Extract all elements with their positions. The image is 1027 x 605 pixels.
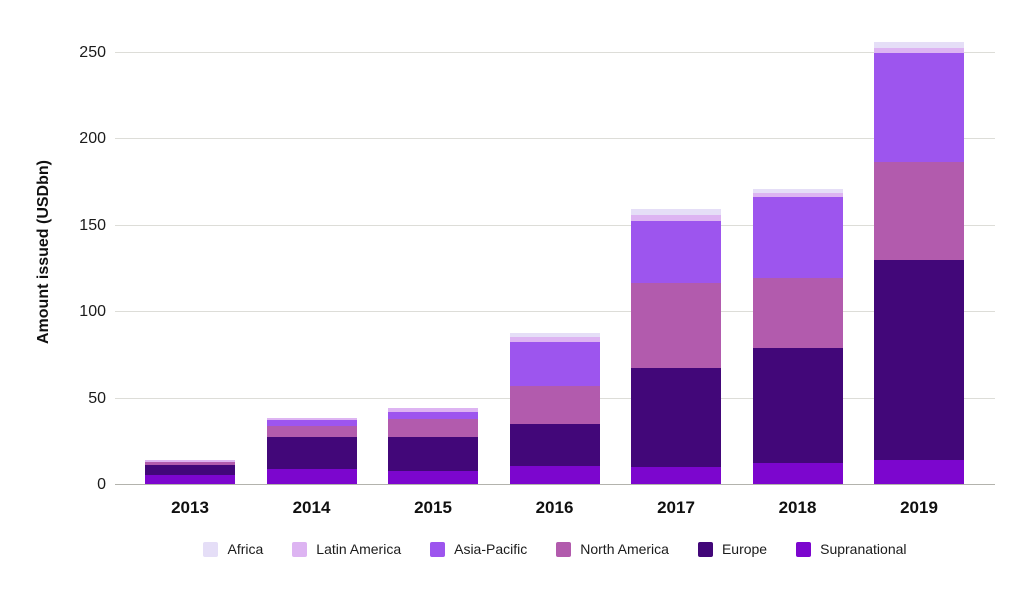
- bar-segment-europe: [509, 424, 600, 466]
- gridline: [115, 138, 995, 140]
- legend-label: North America: [580, 541, 669, 557]
- bar-segment-north-america: [509, 386, 600, 425]
- legend-item-africa: Africa: [203, 541, 263, 557]
- legend-item-europe: Europe: [697, 541, 768, 557]
- gridline: [115, 52, 995, 53]
- bar-segment-europe: [752, 347, 843, 464]
- bar-segment-asia-pacific: [752, 197, 843, 278]
- gridline: [115, 224, 995, 226]
- bar-2013: [145, 459, 235, 484]
- bar-segment-north-america: [874, 161, 964, 261]
- bar-segment-asia-pacific: [631, 221, 721, 283]
- bar-segment-africa: [509, 332, 600, 338]
- bar-segment-latin-america: [874, 47, 964, 53]
- bar-segment-supranational: [874, 459, 964, 484]
- bar-segment-latin-america: [388, 408, 478, 413]
- legend-swatch-africa: [203, 541, 219, 557]
- bar-segment-europe: [874, 260, 964, 460]
- bar-segment-europe: [145, 465, 235, 475]
- y-tick-label: 0: [97, 476, 106, 493]
- bar-segment-north-america: [266, 426, 357, 438]
- legend: Africa Latin America Asia-Pacific North Ame…: [115, 541, 995, 557]
- x-tick-label-2017: 2017: [657, 498, 695, 517]
- legend-swatch-latin-america: [292, 541, 308, 557]
- x-tick-label-2019: 2019: [900, 498, 938, 517]
- x-axis-line: [115, 484, 995, 485]
- legend-swatch-europe: [697, 541, 713, 557]
- gridline: [115, 311, 995, 313]
- plot-area: [115, 35, 995, 485]
- y-tick-label: 250: [79, 44, 106, 61]
- bar-segment-north-america: [631, 282, 721, 369]
- legend-label: Supranational: [820, 541, 907, 557]
- legend-swatch-supranational: [796, 541, 812, 557]
- legend-swatch-north-america: [556, 541, 572, 557]
- bar-segment-supranational: [145, 474, 235, 484]
- bar-2017: [631, 209, 721, 484]
- legend-label: Asia-Pacific: [454, 541, 528, 557]
- bar-segment-supranational: [388, 471, 478, 484]
- y-tick-label: 50: [88, 389, 106, 407]
- bar-segment-asia-pacific: [509, 342, 600, 387]
- bar-segment-africa: [874, 41, 964, 48]
- bar-segment-north-america: [145, 461, 235, 465]
- legend-item-latin-america: Latin America: [292, 541, 401, 557]
- x-tick-label-2013: 2013: [171, 498, 209, 517]
- bar-segment-asia-pacific: [266, 420, 357, 427]
- bar-segment-africa: [631, 209, 721, 216]
- bar-segment-europe: [266, 437, 357, 470]
- bar-segment-latin-america: [145, 459, 235, 462]
- x-tick-label-2015: 2015: [414, 498, 452, 517]
- bar-segment-north-america: [752, 277, 843, 348]
- legend-item-asia-pacific: Asia-Pacific: [430, 541, 527, 557]
- legend-label: Europe: [721, 541, 768, 557]
- legend-label: Africa: [227, 541, 264, 557]
- bar-segment-latin-america: [752, 192, 843, 198]
- legend-label: Latin America: [316, 541, 402, 557]
- bar-segment-supranational: [509, 465, 600, 484]
- bar-segment-supranational: [752, 463, 843, 484]
- bar-2015: [388, 408, 478, 484]
- bar-2016: [509, 332, 600, 484]
- bar-segment-north-america: [388, 419, 478, 437]
- bar-segment-supranational: [266, 469, 357, 484]
- legend-swatch-asia-pacific: [430, 541, 446, 557]
- legend-item-north-america: North America: [556, 541, 669, 557]
- y-tick-label: 150: [79, 216, 106, 234]
- bar-segment-latin-america: [266, 418, 357, 421]
- y-tick-label: 100: [79, 303, 106, 321]
- bar-segment-supranational: [631, 466, 721, 484]
- bar-segment-europe: [388, 436, 478, 472]
- bar-segment-asia-pacific: [874, 52, 964, 162]
- bar-segment-africa: [752, 188, 843, 193]
- bar-2014: [266, 418, 357, 484]
- bar-segment-latin-america: [631, 215, 721, 222]
- x-tick-label-2014: 2014: [292, 498, 331, 517]
- y-tick-label: 200: [79, 130, 106, 148]
- x-tick-label-2018: 2018: [778, 498, 817, 517]
- bar-segment-asia-pacific: [388, 412, 478, 420]
- bar-segment-europe: [631, 368, 721, 467]
- bar-2019: [874, 41, 964, 484]
- bar-segment-latin-america: [509, 337, 600, 343]
- legend-item-supranational: Supranational: [796, 541, 907, 557]
- bar-2018: [752, 188, 843, 484]
- x-tick-label-2016: 2016: [535, 498, 574, 517]
